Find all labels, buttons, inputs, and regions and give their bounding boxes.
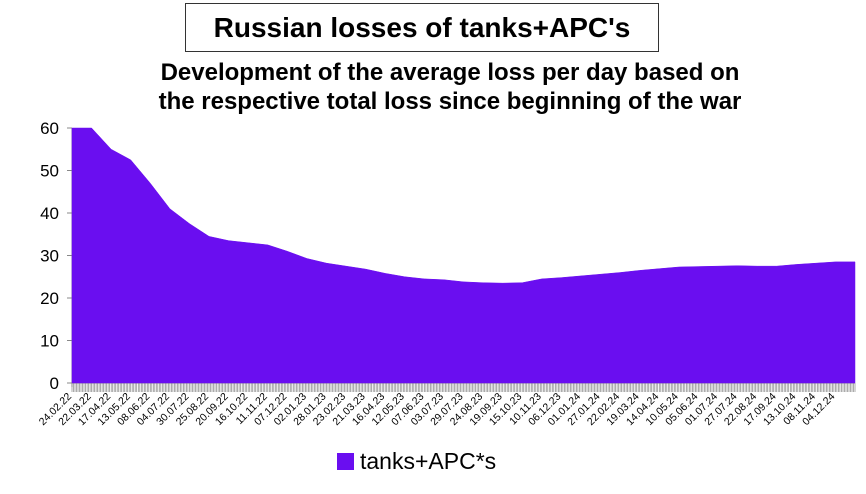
x-axis: 24.02.2222.03.2217.04.2213.05.2208.06.22… <box>37 382 856 428</box>
y-tick-label: 60 <box>40 119 59 138</box>
series-area-tanks-apcs <box>71 127 856 384</box>
legend-swatch <box>337 452 354 470</box>
series-layer <box>71 127 856 384</box>
y-tick-label: 30 <box>40 247 59 266</box>
legend-label: tanks+APC*s <box>360 447 497 474</box>
subtitle-line-1: Development of the average loss per day … <box>160 59 740 86</box>
subtitle-line-2: the respective total loss since beginnin… <box>158 88 742 115</box>
y-tick-label: 50 <box>40 162 59 181</box>
y-tick-label: 0 <box>50 374 59 393</box>
x-tick-strip <box>71 383 856 392</box>
y-axis: 0 10 20 30 40 50 60 <box>40 119 73 393</box>
y-tick-label: 40 <box>40 204 59 223</box>
chart-subtitle: Development of the average loss per day … <box>70 58 830 116</box>
y-tick-label: 10 <box>40 332 59 351</box>
chart-title: Russian losses of tanks+APC's <box>213 11 631 43</box>
chart-title-box: Russian losses of tanks+APC's <box>185 3 659 52</box>
legend: tanks+APC*s <box>337 447 496 475</box>
y-tick-label: 20 <box>40 289 59 308</box>
